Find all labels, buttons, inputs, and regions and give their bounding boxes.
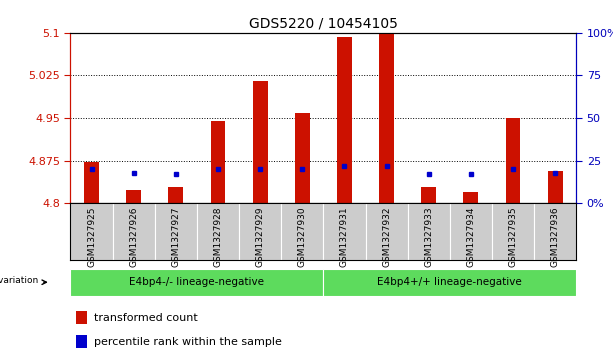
Text: GSM1327930: GSM1327930 — [298, 206, 306, 267]
Bar — [113, 203, 154, 260]
Bar — [169, 187, 183, 203]
Text: GSM1327934: GSM1327934 — [466, 206, 475, 266]
Bar — [506, 118, 520, 203]
Bar — [84, 162, 99, 203]
Text: GSM1327925: GSM1327925 — [87, 206, 96, 266]
Bar — [70, 269, 324, 296]
Bar — [126, 190, 141, 203]
Text: transformed count: transformed count — [94, 313, 198, 323]
Bar — [492, 203, 534, 260]
Bar — [239, 203, 281, 260]
Text: genotype/variation: genotype/variation — [0, 276, 39, 285]
Bar — [295, 113, 310, 203]
Bar — [75, 311, 86, 324]
Bar — [379, 33, 394, 203]
Text: E4bp4-/- lineage-negative: E4bp4-/- lineage-negative — [129, 277, 264, 287]
Bar — [197, 203, 239, 260]
Bar — [365, 203, 408, 260]
Text: GSM1327926: GSM1327926 — [129, 206, 138, 266]
Bar — [463, 192, 478, 203]
Text: GSM1327936: GSM1327936 — [550, 206, 560, 267]
Text: GSM1327927: GSM1327927 — [172, 206, 180, 266]
Text: percentile rank within the sample: percentile rank within the sample — [94, 337, 282, 347]
Bar — [253, 81, 267, 203]
Text: GSM1327928: GSM1327928 — [213, 206, 223, 266]
Bar — [337, 37, 352, 203]
Bar — [211, 121, 226, 203]
Text: E4bp4+/+ lineage-negative: E4bp4+/+ lineage-negative — [378, 277, 522, 287]
Bar — [324, 269, 576, 296]
Bar — [548, 171, 563, 203]
Bar — [534, 203, 576, 260]
Bar — [324, 203, 365, 260]
Bar — [408, 203, 450, 260]
Text: GSM1327932: GSM1327932 — [382, 206, 391, 266]
Title: GDS5220 / 10454105: GDS5220 / 10454105 — [249, 16, 398, 30]
Bar — [70, 203, 113, 260]
Bar — [154, 203, 197, 260]
Text: GSM1327931: GSM1327931 — [340, 206, 349, 267]
Text: GSM1327935: GSM1327935 — [509, 206, 517, 267]
Bar — [421, 187, 436, 203]
Bar — [75, 335, 86, 348]
Text: GSM1327929: GSM1327929 — [256, 206, 265, 266]
Text: GSM1327933: GSM1327933 — [424, 206, 433, 267]
Bar — [450, 203, 492, 260]
Bar — [281, 203, 324, 260]
